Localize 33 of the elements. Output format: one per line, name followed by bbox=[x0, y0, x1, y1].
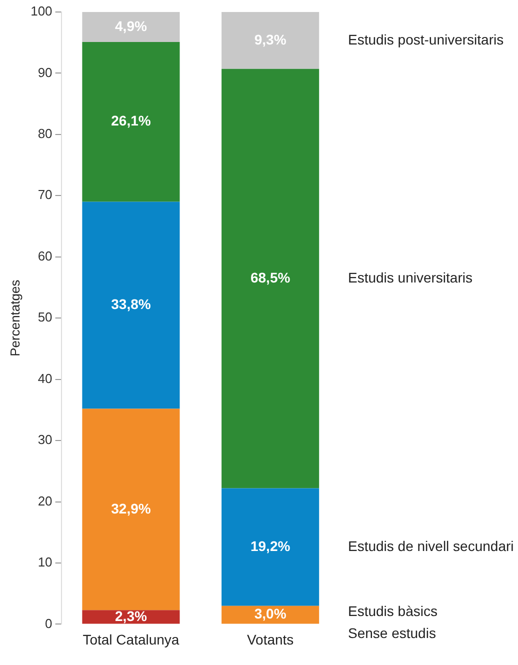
y-tick-label: 70 bbox=[38, 187, 52, 202]
y-tick-label: 50 bbox=[38, 310, 52, 325]
x-tick-label: Total Catalunya bbox=[82, 631, 180, 648]
text: Estudis post-universitaris bbox=[348, 31, 504, 48]
y-tick-label: 10 bbox=[38, 554, 52, 570]
data-label: 19,2% bbox=[250, 538, 291, 554]
y-tick-label: 0 bbox=[45, 616, 52, 631]
text: Sense estudis bbox=[348, 625, 436, 642]
y-tick-label: 30 bbox=[38, 432, 52, 448]
text: Estudis de nivell secundari bbox=[348, 538, 514, 554]
bar bbox=[82, 42, 180, 202]
data-label: 32,9% bbox=[111, 500, 152, 516]
data-label: 3,0% bbox=[254, 606, 287, 622]
y-tick-label: 60 bbox=[38, 248, 52, 264]
data-label: 2,3% bbox=[115, 608, 148, 624]
bar bbox=[82, 202, 180, 409]
text: Estudis bàsics bbox=[348, 603, 438, 620]
y-tick-label: 20 bbox=[38, 493, 52, 508]
data-label: 68,5% bbox=[250, 269, 291, 286]
y-tick-label: 80 bbox=[38, 126, 52, 142]
bar bbox=[222, 488, 320, 606]
bar bbox=[82, 12, 180, 42]
data-label: 33,8% bbox=[111, 296, 152, 312]
x-tick-label: Votants bbox=[246, 631, 294, 648]
y-tick-label: 90 bbox=[38, 64, 52, 80]
bar bbox=[222, 68, 320, 488]
data-label: 26,1% bbox=[111, 112, 152, 129]
y-tick-label: 40 bbox=[38, 370, 52, 386]
y-tick-label: 100 bbox=[30, 4, 52, 19]
bar bbox=[82, 408, 180, 610]
y-axis-title: Percentatges bbox=[7, 279, 22, 356]
text: Estudis universitaris bbox=[348, 269, 472, 286]
bar bbox=[222, 12, 320, 69]
